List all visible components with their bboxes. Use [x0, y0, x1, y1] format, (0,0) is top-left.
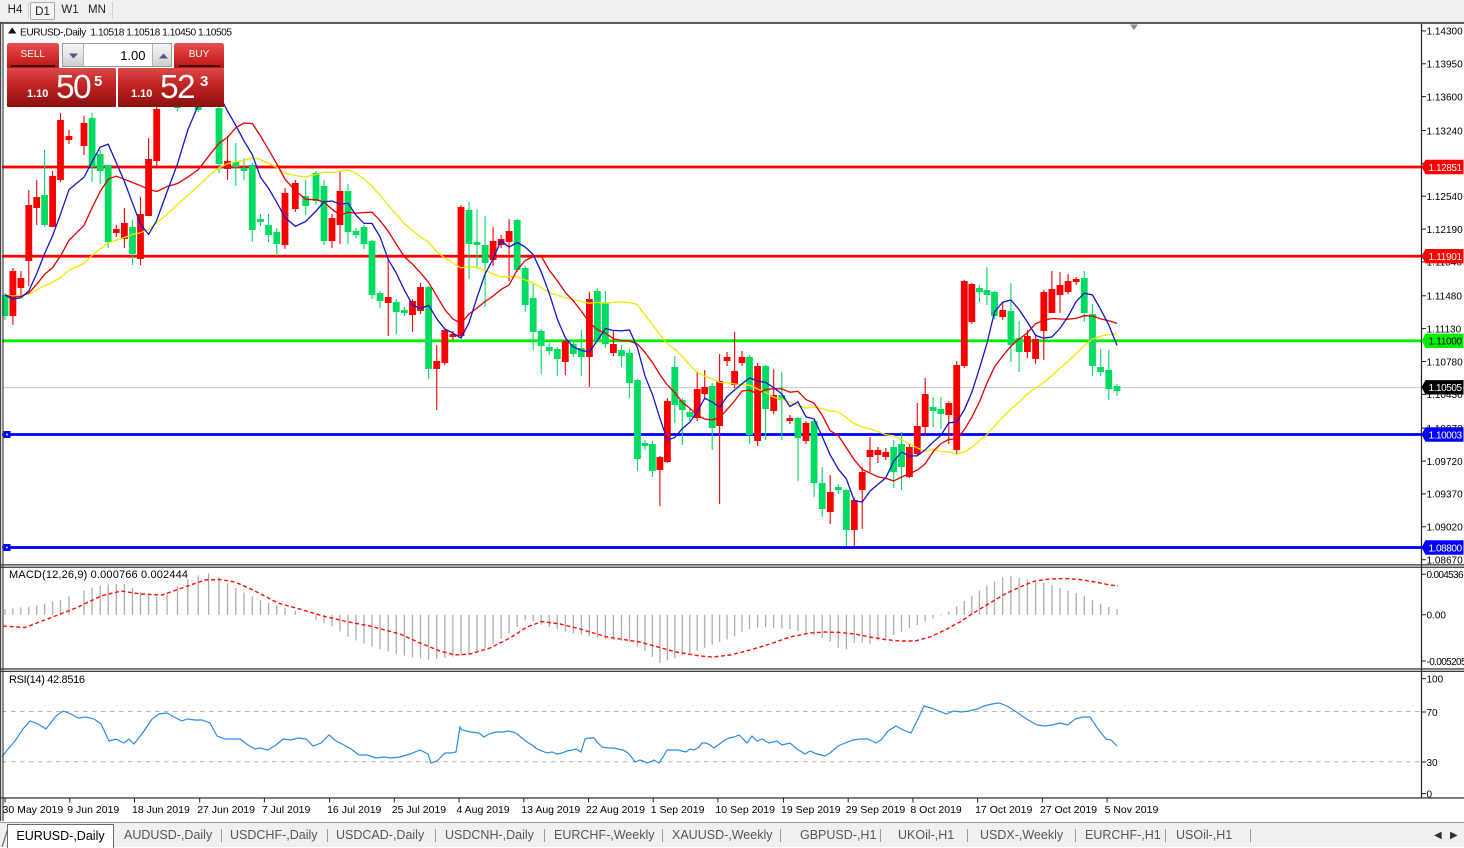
svg-text:70: 70	[1427, 708, 1439, 719]
svg-text:1 Sep 2019: 1 Sep 2019	[651, 804, 705, 816]
svg-text:1.13950: 1.13950	[1427, 60, 1464, 71]
svg-text:1.10780: 1.10780	[1427, 357, 1464, 368]
svg-text:100: 100	[1427, 674, 1444, 685]
svg-text:1.10505: 1.10505	[1429, 383, 1463, 394]
svg-text:1.09720: 1.09720	[1427, 457, 1464, 468]
svg-text:1.08670: 1.08670	[1427, 556, 1464, 567]
svg-text:30 May 2019: 30 May 2019	[3, 804, 64, 816]
svg-text:1.11480: 1.11480	[1427, 292, 1463, 303]
svg-text:17 Oct 2019: 17 Oct 2019	[975, 804, 1032, 816]
svg-text:4 Aug 2019: 4 Aug 2019	[457, 804, 510, 816]
svg-text:1.13240: 1.13240	[1427, 126, 1464, 137]
svg-text:1.11901: 1.11901	[1429, 252, 1463, 263]
svg-text:13 Aug 2019: 13 Aug 2019	[521, 804, 580, 816]
svg-text:MACD(12,26,9) 0.000766 0.00244: MACD(12,26,9) 0.000766 0.002444	[9, 569, 188, 581]
svg-text:19 Sep 2019: 19 Sep 2019	[781, 804, 841, 816]
svg-text:0: 0	[1427, 789, 1433, 800]
svg-text:0.004536: 0.004536	[1427, 570, 1464, 581]
svg-text:0.00: 0.00	[1427, 611, 1447, 622]
svg-text:1.12190: 1.12190	[1427, 225, 1464, 236]
svg-text:18 Jun 2019: 18 Jun 2019	[132, 804, 190, 816]
svg-text:27 Jun 2019: 27 Jun 2019	[197, 804, 255, 816]
svg-text:27 Oct 2019: 27 Oct 2019	[1040, 804, 1097, 816]
svg-text:5 Nov 2019: 5 Nov 2019	[1105, 804, 1159, 816]
svg-text:1.08800: 1.08800	[1429, 543, 1463, 554]
svg-text:10 Sep 2019: 10 Sep 2019	[715, 804, 775, 816]
svg-text:7 Jul 2019: 7 Jul 2019	[262, 804, 311, 816]
svg-text:1.10003: 1.10003	[1429, 430, 1463, 441]
svg-text:1.11000: 1.11000	[1429, 337, 1463, 348]
svg-text:1.12540: 1.12540	[1427, 192, 1464, 203]
svg-text:22 Aug 2019: 22 Aug 2019	[586, 804, 645, 816]
svg-text:RSI(14) 42.8516: RSI(14) 42.8516	[9, 674, 85, 686]
svg-text:29 Sep 2019: 29 Sep 2019	[846, 804, 906, 816]
svg-text:1.12851: 1.12851	[1429, 163, 1463, 174]
svg-text:8 Oct 2019: 8 Oct 2019	[910, 804, 962, 816]
svg-text:25 Jul 2019: 25 Jul 2019	[392, 804, 446, 816]
svg-text:1.09020: 1.09020	[1427, 523, 1464, 534]
svg-text:EURUSD-,Daily 1.10518 1.10518: EURUSD-,Daily 1.10518 1.10518 1.10450 1.…	[20, 28, 232, 39]
svg-text:1.13600: 1.13600	[1427, 92, 1464, 103]
svg-text:-0.005205: -0.005205	[1427, 657, 1464, 668]
svg-text:16 Jul 2019: 16 Jul 2019	[327, 804, 381, 816]
svg-text:1.14300: 1.14300	[1427, 27, 1464, 38]
svg-text:30: 30	[1427, 758, 1439, 769]
svg-text:1.09370: 1.09370	[1427, 490, 1464, 501]
svg-text:9 Jun 2019: 9 Jun 2019	[67, 804, 119, 816]
